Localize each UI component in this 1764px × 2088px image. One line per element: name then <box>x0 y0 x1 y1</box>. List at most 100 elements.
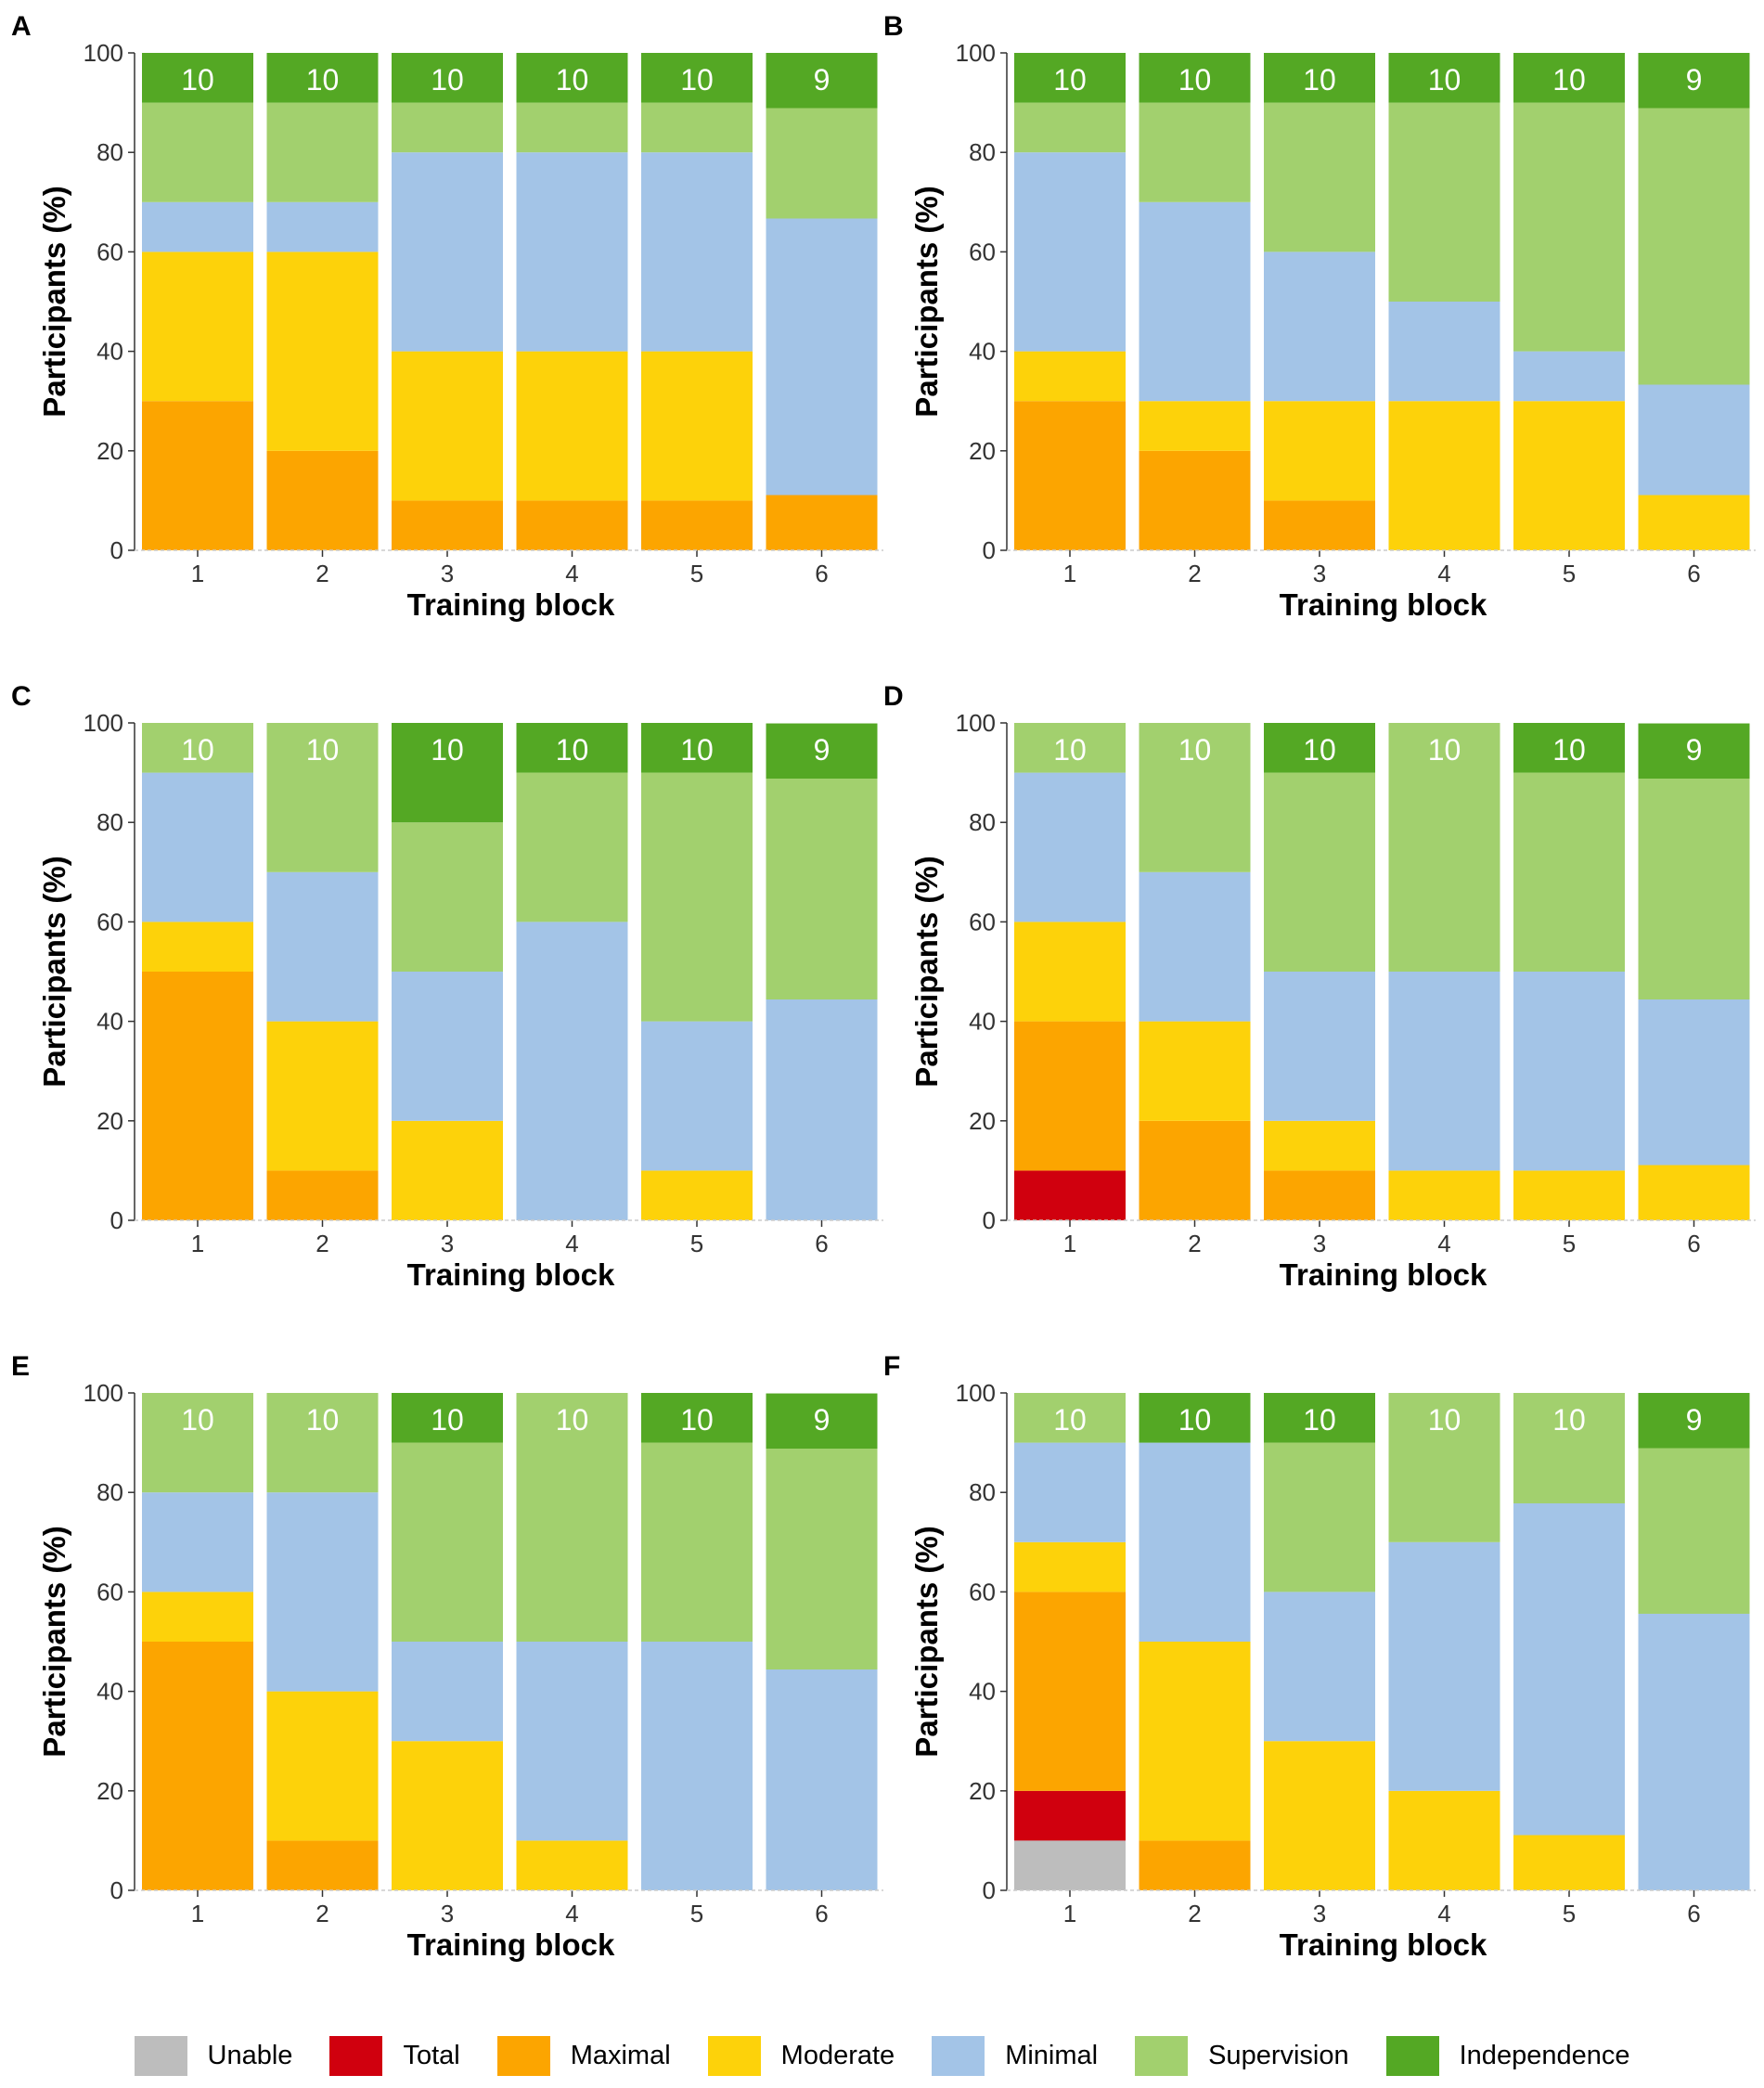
bar-segment-maximal <box>641 500 753 550</box>
x-tick-label: 2 <box>315 1230 328 1257</box>
legend-label: Total <box>403 2040 460 2070</box>
legend-swatch <box>134 2035 187 2076</box>
bar-segment-maximal <box>392 500 503 550</box>
bar-count-label: 9 <box>814 63 830 97</box>
x-tick-label: 6 <box>815 560 828 587</box>
legend-item-unable: Unable <box>134 2035 292 2076</box>
bar-count-label: 10 <box>556 733 589 767</box>
bar-segment-independence <box>1264 1393 1375 1443</box>
y-axis-title: Participants (%) <box>37 856 71 1087</box>
bar-segment-independence <box>1139 1393 1251 1443</box>
bar-segment-moderate <box>1638 1165 1750 1220</box>
bar-segment-total <box>1014 1170 1126 1220</box>
legend-item-total: Total <box>329 2035 460 2076</box>
bar-segment-independence <box>1513 723 1625 773</box>
y-tick-label: 0 <box>110 1876 123 1904</box>
legend-item-maximal: Maximal <box>496 2035 671 2076</box>
bar-segment-minimal <box>1513 1502 1625 1836</box>
x-axis-title: Training block <box>407 1257 615 1292</box>
bar-segment-minimal <box>266 871 379 1022</box>
legend-label: Supervision <box>1208 2040 1349 2070</box>
bar-segment-minimal <box>641 1021 753 1171</box>
bar-segment-supervision <box>1513 772 1625 972</box>
bar-count-label: 10 <box>556 63 589 97</box>
bar-segment-minimal <box>1513 972 1625 1171</box>
bar-count-label: 10 <box>306 1403 340 1437</box>
bar-segment-maximal <box>142 972 253 1220</box>
bar-segment-supervision <box>1014 723 1126 773</box>
bar-segment-independence <box>1513 53 1625 103</box>
bar-segment-supervision <box>516 1393 628 1642</box>
x-tick-label: 5 <box>1563 560 1576 587</box>
bar-segment-maximal <box>1139 1840 1251 1890</box>
legend-item-supervision: Supervision <box>1135 2035 1349 2076</box>
bar-segment-supervision <box>641 1442 753 1642</box>
x-tick-label: 6 <box>1687 1900 1700 1927</box>
x-axis-title: Training block <box>1280 1927 1487 1962</box>
y-tick-label: 80 <box>969 138 996 166</box>
x-tick-label: 1 <box>1063 1230 1076 1257</box>
bar-segment-supervision <box>641 102 753 153</box>
bar-segment-moderate <box>1264 1741 1375 1890</box>
bar-count-label: 10 <box>1053 1403 1087 1437</box>
bar-segment-supervision <box>516 772 628 922</box>
x-tick-label: 1 <box>1063 1900 1076 1927</box>
x-tick-label: 1 <box>191 1230 204 1257</box>
x-tick-label: 3 <box>1313 1230 1326 1257</box>
x-tick-label: 4 <box>565 560 578 587</box>
bar-count-label: 10 <box>431 63 464 97</box>
y-tick-label: 80 <box>97 808 123 836</box>
y-tick-label: 20 <box>969 1107 996 1135</box>
bar-segment-moderate <box>142 922 253 972</box>
bar-segment-supervision <box>1014 102 1126 153</box>
bar-segment-moderate <box>142 1592 253 1642</box>
y-axis-title: Participants (%) <box>37 186 71 417</box>
bar-count-label: 9 <box>1686 63 1703 97</box>
bar-count-label: 10 <box>1428 733 1461 767</box>
bar-segment-moderate <box>1388 1170 1500 1220</box>
x-tick-label: 5 <box>690 560 703 587</box>
y-tick-label: 40 <box>969 338 996 366</box>
bar-segment-maximal <box>142 1642 253 1890</box>
bar-segment-minimal <box>1014 1442 1126 1542</box>
bar-segment-maximal <box>516 500 628 550</box>
y-tick-label: 60 <box>97 1578 123 1605</box>
bar-segment-maximal <box>766 495 878 550</box>
x-tick-label: 4 <box>1437 560 1450 587</box>
bar-segment-minimal <box>392 152 503 352</box>
bar-segment-supervision <box>266 723 379 872</box>
x-axis-title: Training block <box>407 587 615 622</box>
y-axis-title: Participants (%) <box>909 186 944 417</box>
bar-segment-supervision <box>392 822 503 972</box>
bar-segment-supervision <box>1513 1393 1625 1503</box>
bar-segment-supervision <box>392 1442 503 1642</box>
bar-segment-minimal <box>142 201 253 252</box>
bar-segment-minimal <box>1139 1442 1251 1642</box>
x-tick-label: 4 <box>1437 1900 1450 1927</box>
legend-swatch <box>329 2035 383 2076</box>
bar-count-label: 10 <box>1303 1403 1336 1437</box>
bar-segment-maximal <box>266 1840 379 1890</box>
bar-segment-minimal <box>1139 871 1251 1022</box>
bar-segment-independence <box>766 53 878 109</box>
y-tick-label: 100 <box>84 709 123 737</box>
bar-segment-minimal <box>392 972 503 1121</box>
legend-item-minimal: Minimal <box>932 2035 1098 2076</box>
bar-segment-minimal <box>1014 772 1126 922</box>
bar-count-label: 10 <box>1053 733 1087 767</box>
bar-segment-moderate <box>392 1120 503 1220</box>
bar-segment-supervision <box>766 108 878 219</box>
bar-count-label: 10 <box>680 1403 714 1437</box>
bar-segment-supervision <box>266 102 379 202</box>
x-axis-title: Training block <box>1280 587 1487 622</box>
bar-segment-independence <box>766 723 878 780</box>
legend-label: Maximal <box>570 2040 671 2070</box>
panel-a: A 0 20 40 60 80 100 Participants (%) 10 1 10 2 10 3 10… <box>11 11 883 622</box>
bar-segment-moderate <box>1139 1021 1251 1121</box>
bar-segment-maximal <box>1139 450 1251 550</box>
panel-letter: D <box>883 681 904 712</box>
y-tick-label: 100 <box>956 39 996 67</box>
bar-count-label: 10 <box>181 63 214 97</box>
x-tick-label: 6 <box>1687 1230 1700 1257</box>
